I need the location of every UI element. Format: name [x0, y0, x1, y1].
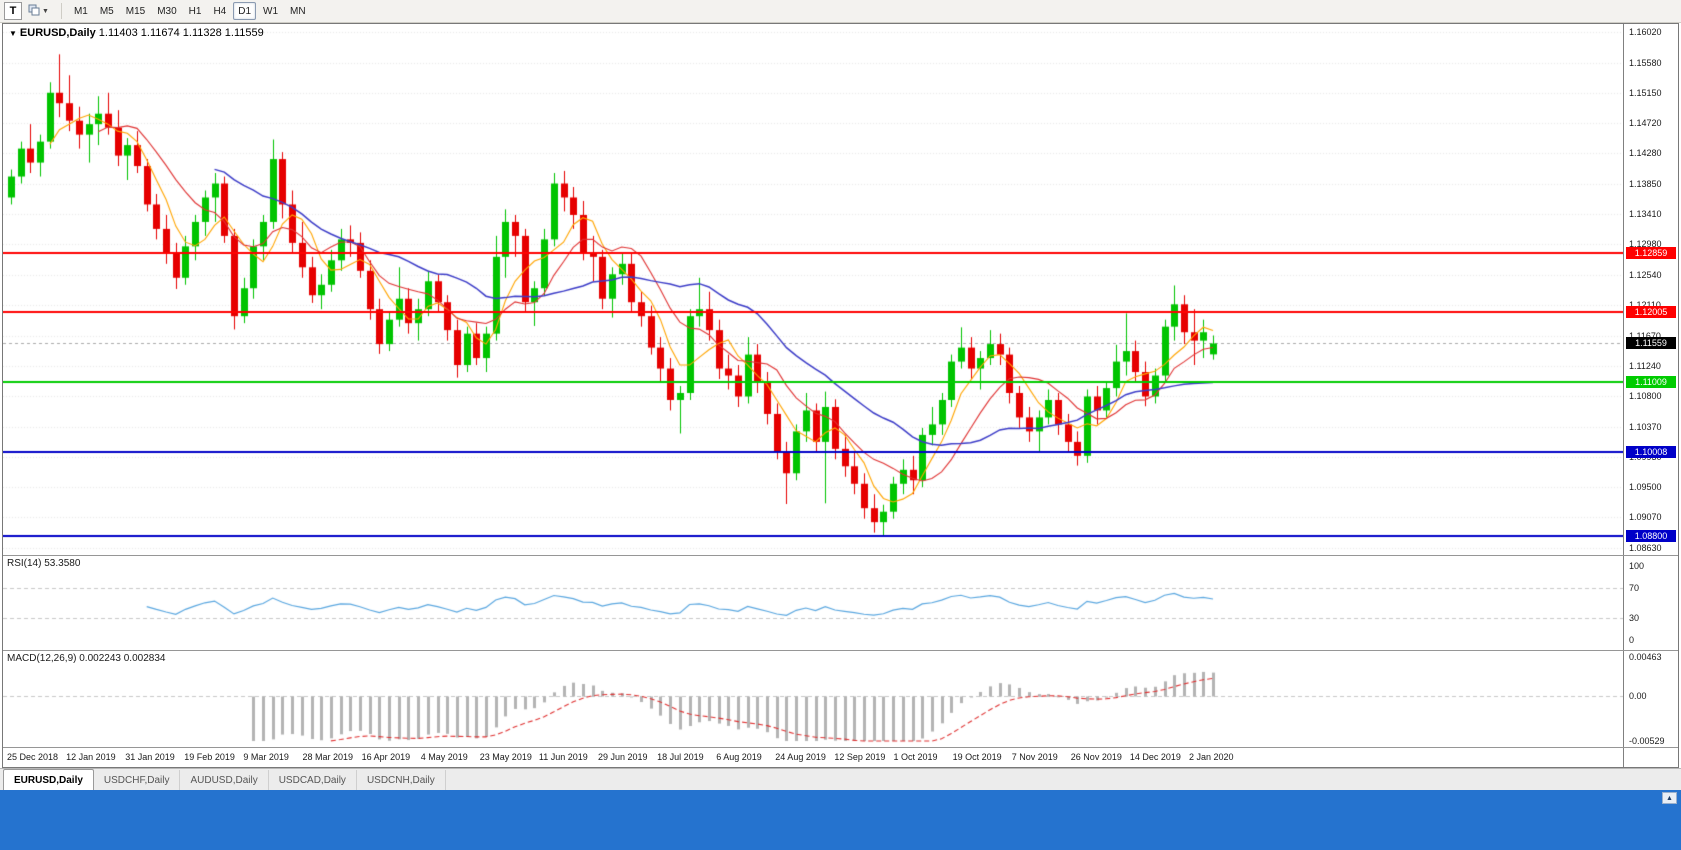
hline-price-badge: 1.08800 — [1626, 530, 1676, 543]
chart-ohlc-values: 1.11403 1.11674 1.11328 1.11559 — [98, 27, 264, 39]
price-tick-label: 1.09070 — [1629, 512, 1662, 523]
macd-values: 0.002243 0.002834 — [79, 653, 166, 664]
panel-separator[interactable] — [3, 555, 1678, 556]
date-label: 9 Mar 2019 — [243, 752, 289, 762]
price-tick-label: 1.09500 — [1629, 482, 1662, 493]
price-axis[interactable]: 1.16020 1.15580 1.15150 1.14720 1.14280 1.138… — [1623, 24, 1678, 556]
chart-title: ▼ EURUSD,Daily 1.11403 1.11674 1.11328 1.… — [9, 27, 264, 39]
date-label: 23 May 2019 — [479, 752, 532, 762]
date-label: 25 Dec 2018 — [7, 752, 59, 762]
hline-price-badge: 1.11009 — [1626, 375, 1676, 388]
date-label: 28 Mar 2019 — [302, 752, 354, 762]
price-tick-label: 1.10800 — [1629, 391, 1662, 402]
price-tick-label: 1.16020 — [1629, 27, 1662, 37]
tab-audusd-daily[interactable]: AUDUSD,Daily — [180, 770, 269, 790]
layers-icon — [28, 4, 40, 19]
axis-corner — [1623, 748, 1678, 767]
hline-price-badge: 1.12005 — [1626, 306, 1676, 319]
rsi-tick-label: 100 — [1629, 561, 1645, 571]
date-label: 7 Nov 2019 — [1011, 752, 1058, 762]
panel-separator[interactable] — [3, 650, 1678, 651]
date-label: 31 Jan 2019 — [125, 752, 175, 762]
tab-usdcad-daily[interactable]: USDCAD,Daily — [269, 770, 357, 790]
timeframe-m5[interactable]: M5 — [99, 5, 114, 17]
templates-button[interactable]: T — [4, 2, 22, 20]
hline-price-badge: 1.10008 — [1626, 445, 1676, 458]
chart-windows-button[interactable]: ▼ — [23, 2, 54, 20]
chevron-down-icon: ▼ — [42, 7, 49, 15]
chart-window: ▼ EURUSD,Daily 1.11403 1.11674 1.11328 1.… — [2, 23, 1679, 768]
macd-label: MACD(12,26,9) 0.002243 0.002834 — [7, 653, 165, 664]
rsi-tick-label: 0 — [1629, 635, 1635, 645]
rsi-tick-label: 70 — [1629, 583, 1640, 594]
timeframe-m15[interactable]: M15 — [125, 5, 146, 17]
date-label: 14 Dec 2019 — [1129, 752, 1181, 762]
date-label: 26 Nov 2019 — [1070, 752, 1122, 762]
macd-tick-label: -0.00529 — [1629, 736, 1665, 746]
date-label: 18 Jul 2019 — [657, 752, 704, 762]
price-tick-label: 1.14280 — [1629, 148, 1662, 159]
price-tick-label: 1.15580 — [1629, 57, 1662, 68]
date-label: 24 Aug 2019 — [775, 752, 826, 762]
price-tick-label: 1.15150 — [1629, 87, 1662, 98]
macd-tick-label: 0.00463 — [1629, 652, 1662, 662]
date-label: 12 Sep 2019 — [834, 752, 886, 762]
date-axis[interactable]: 25 Dec 2018 12 Jan 2019 31 Jan 2019 19 Feb … — [3, 748, 1623, 767]
panel-separator — [3, 747, 1678, 748]
price-tick-label: 1.11240 — [1629, 360, 1661, 371]
macd-tick-label: 0.00 — [1629, 691, 1647, 702]
date-label: 19 Feb 2019 — [184, 752, 235, 762]
tab-usdcnh-daily[interactable]: USDCNH,Daily — [357, 770, 446, 790]
rsi-value: 53.3580 — [44, 558, 81, 569]
price-tick-label: 1.11670 — [1629, 330, 1661, 341]
hline-price-badge: 1.12859 — [1626, 246, 1676, 259]
rsi-label: RSI(14) 53.3580 — [7, 558, 80, 569]
date-label: 12 Jan 2019 — [66, 752, 116, 762]
macd-name: MACD(12,26,9) — [7, 653, 77, 664]
rsi-panel-canvas[interactable] — [3, 556, 1623, 650]
date-label: 29 Jun 2019 — [598, 752, 648, 762]
toolbar-separator — [60, 3, 62, 19]
price-tick-label: 1.12980 — [1629, 239, 1662, 250]
rsi-tick-label: 30 — [1629, 612, 1640, 623]
rsi-axis: 100 70 30 0 — [1623, 556, 1678, 650]
timeframe-h1[interactable]: H1 — [188, 5, 202, 17]
chart-symbol-label: EURUSD,Daily — [19, 27, 96, 39]
price-tick-label: 1.13850 — [1629, 178, 1662, 189]
current-price-badge: 1.11559 — [1626, 337, 1676, 350]
tab-eurusd-daily[interactable]: EURUSD,Daily — [3, 769, 94, 790]
timeframe-h4[interactable]: H4 — [213, 5, 227, 17]
price-tick-label: 1.14720 — [1629, 117, 1662, 128]
price-tick-label: 1.12110 — [1629, 300, 1661, 310]
timeframe-buttons: M1 M5 M15 M30 H1 H4 D1 W1 MN — [68, 2, 312, 20]
date-label: 4 May 2019 — [420, 752, 468, 762]
date-label: 1 Oct 2019 — [893, 752, 938, 762]
timeframe-d1[interactable]: D1 — [233, 2, 257, 20]
price-tick-label: 1.13410 — [1629, 209, 1662, 220]
timeframe-m30[interactable]: M30 — [157, 5, 177, 17]
price-tick-label: 1.08630 — [1629, 543, 1662, 553]
toolbar: T ▼ M1 M5 M15 M30 H1 H4 D1 W1 MN — [0, 0, 1681, 23]
scrollbar-arrow-button[interactable]: ▲ — [1662, 792, 1677, 804]
timeframe-w1[interactable]: W1 — [263, 5, 279, 17]
date-label: 19 Oct 2019 — [952, 752, 1002, 762]
macd-panel-canvas[interactable] — [3, 651, 1623, 747]
status-strip: ▲ — [0, 790, 1681, 850]
price-chart-canvas[interactable] — [3, 24, 1623, 555]
chart-collapse-icon[interactable]: ▼ — [9, 29, 17, 38]
price-tick-label: 1.12540 — [1629, 269, 1662, 280]
chart-tabs-bar: EURUSD,Daily USDCHF,Daily AUDUSD,Daily USDC… — [0, 768, 1681, 790]
timeframe-mn[interactable]: MN — [290, 5, 306, 17]
price-tick-label: 1.10370 — [1629, 421, 1662, 432]
date-label: 16 Apr 2019 — [361, 752, 411, 762]
rsi-name: RSI(14) — [7, 558, 42, 569]
date-label: 11 Jun 2019 — [538, 752, 588, 762]
tab-usdchf-daily[interactable]: USDCHF,Daily — [94, 770, 181, 790]
macd-axis: 0.00463 0.00 -0.00529 — [1623, 651, 1678, 747]
date-label: 2 Jan 2020 — [1189, 752, 1234, 762]
date-label: 6 Aug 2019 — [716, 752, 762, 762]
timeframe-m1[interactable]: M1 — [73, 5, 88, 17]
